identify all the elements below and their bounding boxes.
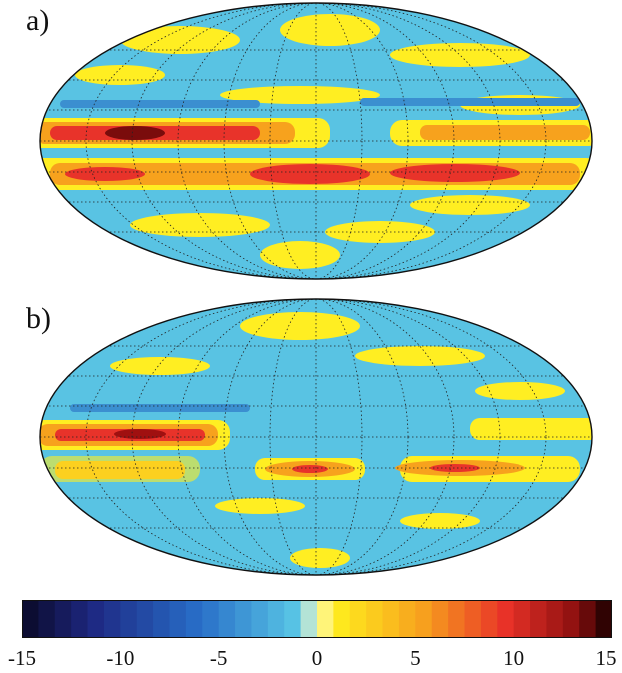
colorbar-cell [448, 600, 466, 638]
colorbar-cell [317, 600, 334, 638]
colorbar-tick-label: -15 [8, 646, 36, 670]
panel-label-b: b) [26, 302, 51, 335]
graticule-b [40, 299, 592, 575]
colorbar-cell [398, 600, 416, 638]
colorbar-cell [562, 600, 580, 638]
colorbar-cell [38, 600, 56, 638]
colorbar-cell [300, 600, 318, 638]
colorbar-cell [366, 600, 384, 638]
colorbar-cell [136, 600, 154, 638]
mollweide-map-b [39, 298, 593, 576]
panel-label-a: a) [26, 4, 50, 37]
colorbar-cell [202, 600, 220, 638]
colorbar-tick-label: 0 [311, 646, 323, 670]
colorbar-cell [103, 600, 121, 638]
colorbar-tick-label: 10 [503, 646, 525, 670]
colorbar-cell [431, 600, 449, 638]
colorbar-cell [579, 600, 597, 638]
colorbar-cell [267, 600, 285, 638]
colorbar-cell [349, 600, 367, 638]
colorbar-cell [284, 600, 302, 638]
map-outline-a [39, 2, 593, 280]
colorbar-cell [87, 600, 105, 638]
colorbar-tick-label: 5 [410, 646, 421, 670]
colorbar-cell [185, 600, 203, 638]
colorbar-cell [497, 600, 515, 638]
colorbar-cell [546, 600, 564, 638]
mollweide-map-a [39, 2, 593, 280]
colorbar-cell [22, 600, 39, 638]
colorbar-cell [333, 600, 351, 638]
colorbar-cell [530, 600, 548, 638]
graticule-a [40, 3, 592, 279]
map-outline-b [39, 298, 593, 576]
colorbar-cell [120, 600, 138, 638]
colorbar-cell [235, 600, 253, 638]
colorbar [22, 600, 612, 638]
colorbar-cell [251, 600, 269, 638]
colorbar-cell [382, 600, 400, 638]
colorbar-cell [595, 600, 612, 638]
colorbar-cell [415, 600, 433, 638]
colorbar-cell [153, 600, 171, 638]
colorbar-cell [169, 600, 187, 638]
colorbar-tick-label: -5 [209, 646, 228, 670]
colorbar-cell [480, 600, 498, 638]
colorbar-cell [464, 600, 482, 638]
colorbar-tick-label: -10 [106, 646, 135, 670]
field-bands-b [40, 312, 592, 568]
colorbar-cell [71, 600, 89, 638]
colorbar-tick-label: 15 [595, 646, 617, 670]
colorbar-cell [218, 600, 236, 638]
colorbar-cell [513, 600, 531, 638]
colorbar-cell [54, 600, 72, 638]
